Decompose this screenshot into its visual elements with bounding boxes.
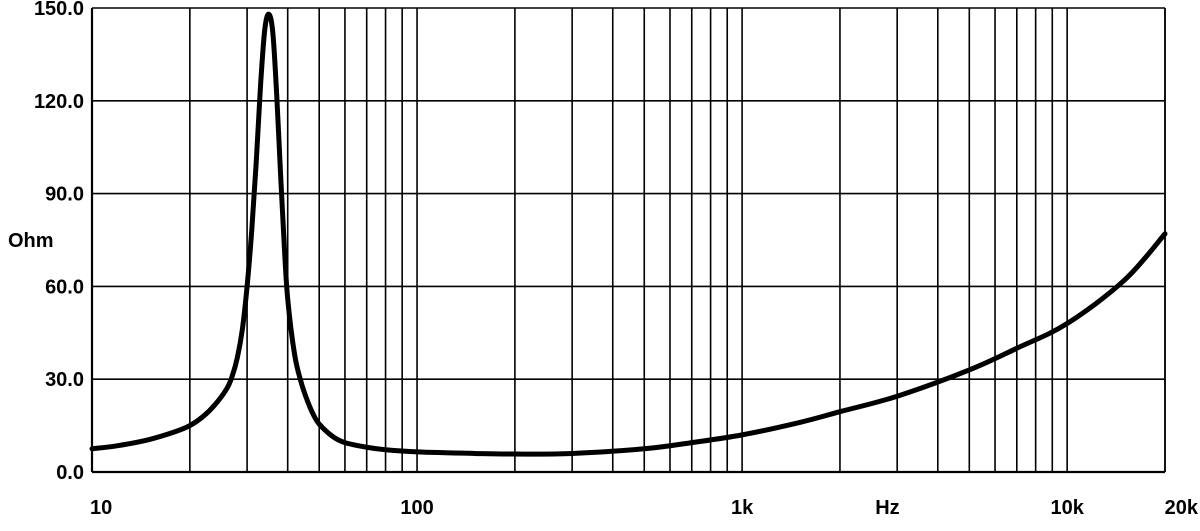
grid — [90, 7, 1166, 474]
x-tick-label: 10k — [1050, 497, 1084, 519]
y-axis-label: Ohm — [8, 230, 54, 252]
tick-labels: 0.0 30.0 60.0 90.0 120.0 150.0 Ohm 10 100 1k 10k 20… — [8, 0, 1199, 519]
series-layer — [89, 11, 1168, 457]
impedance-curve — [89, 11, 1168, 457]
x-tick-label: 20k — [1165, 497, 1199, 519]
x-tick-label: 100 — [400, 497, 433, 519]
y-tick-label: 90.0 — [45, 184, 84, 206]
y-tick-label: 150.0 — [34, 0, 84, 20]
x-axis-label: Hz — [875, 497, 899, 519]
x-tick-label: 10 — [90, 497, 112, 519]
y-tick-label: 60.0 — [45, 276, 84, 298]
y-tick-label: 0.0 — [56, 462, 84, 484]
x-tick-label: 1k — [731, 497, 754, 519]
y-tick-label: 30.0 — [45, 369, 84, 391]
y-tick-label: 120.0 — [34, 91, 84, 113]
